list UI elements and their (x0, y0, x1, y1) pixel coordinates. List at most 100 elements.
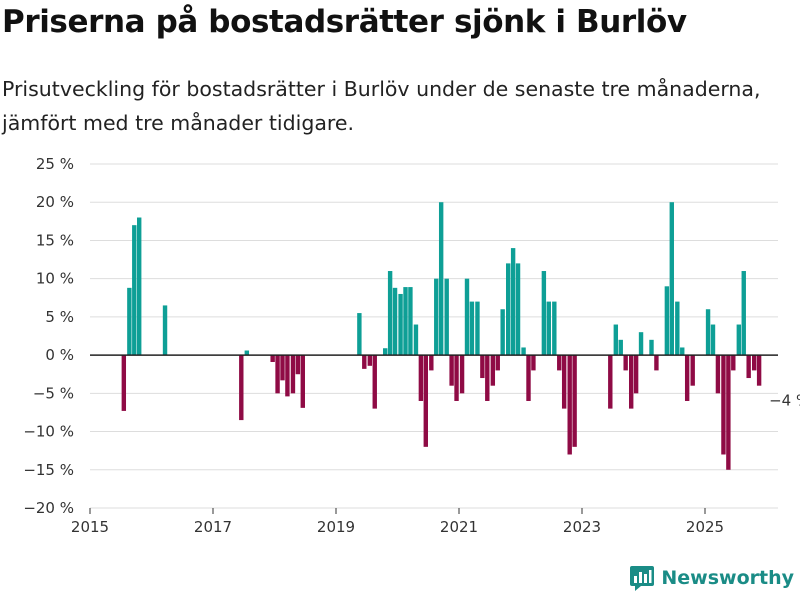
bar (449, 355, 454, 386)
bar (669, 202, 674, 356)
y-tick-label: 0 % (45, 346, 74, 364)
grid-lines (90, 163, 778, 509)
bar (705, 309, 711, 356)
bar (690, 355, 695, 386)
page-title: Priserna på bostadsrätter sjönk i Burlöv (2, 4, 687, 40)
brand-logo[interactable]: Newsworthy (629, 564, 794, 592)
bar (285, 355, 290, 397)
bar (756, 355, 762, 386)
y-tick-label: −5 % (33, 384, 74, 402)
bar (387, 271, 393, 356)
bar (721, 355, 726, 455)
bar (684, 355, 690, 401)
bar (132, 225, 137, 356)
bar (392, 287, 398, 356)
bar (362, 355, 367, 369)
bar (680, 347, 685, 356)
bar (423, 355, 428, 447)
bar (485, 355, 490, 401)
last-value-label: −4 % (769, 392, 800, 410)
bar (413, 324, 419, 356)
bar (546, 301, 551, 356)
bar (552, 301, 557, 356)
annotations: −4 % (769, 392, 800, 410)
y-tick-label: 10 % (36, 270, 74, 288)
x-tick-label: 2023 (563, 518, 601, 536)
newsworthy-logo-icon (630, 566, 655, 591)
bar (127, 287, 132, 356)
bar (275, 355, 280, 394)
bar (495, 355, 500, 371)
bar (710, 324, 716, 356)
bar (383, 348, 388, 356)
bar (459, 355, 465, 394)
y-tick-label: 5 % (45, 308, 74, 326)
bar (438, 202, 444, 356)
bar (444, 278, 449, 356)
x-tick-label: 2019 (317, 518, 355, 536)
bar (290, 355, 296, 394)
bar (567, 355, 572, 455)
brand-name: Newsworthy (661, 567, 794, 589)
bar (300, 355, 305, 408)
bar (521, 347, 526, 356)
x-tick-label: 2021 (440, 518, 478, 536)
bar (664, 286, 670, 356)
bar (357, 313, 362, 356)
bar (515, 263, 521, 356)
bar (162, 305, 168, 356)
bar (270, 355, 275, 362)
bar (121, 355, 127, 411)
bar (244, 350, 250, 356)
y-tick-label: 15 % (36, 231, 74, 249)
bar (434, 278, 439, 356)
bar (623, 355, 628, 371)
bar (726, 355, 731, 470)
bar (746, 355, 751, 379)
bar (613, 324, 619, 356)
bar (629, 355, 634, 409)
y-tick-label: 25 % (36, 155, 74, 173)
y-tick-label: −10 % (23, 423, 74, 441)
bar (608, 355, 613, 409)
y-tick-label: −15 % (23, 461, 74, 479)
bar (398, 293, 403, 356)
bar (741, 271, 746, 356)
bar (429, 355, 434, 371)
bar (372, 355, 377, 409)
bar (239, 355, 244, 421)
x-tick-label: 2025 (686, 518, 724, 536)
bar (557, 355, 562, 371)
bar (541, 271, 547, 356)
y-tick-label: 20 % (36, 193, 74, 211)
bar (675, 301, 680, 356)
bar (510, 248, 516, 356)
bar (490, 355, 496, 386)
x-axis-ticks: 2015 2017 2019 2021 2023 2025 (71, 508, 724, 536)
bar (649, 339, 654, 356)
bar (418, 355, 424, 401)
bar (408, 287, 413, 356)
bar (280, 355, 285, 381)
bar (464, 278, 470, 356)
y-axis-ticks: −20 % −15 % −10 % −5 % 0 % 5 % 10 % 15 % 20 % 25 … (23, 155, 74, 517)
bar (618, 339, 623, 356)
bar (736, 324, 742, 356)
y-tick-label: −20 % (23, 499, 74, 517)
x-tick-label: 2015 (71, 518, 109, 536)
bar (633, 355, 639, 394)
bar (572, 355, 577, 447)
bar (367, 355, 373, 366)
bar (752, 355, 757, 371)
bar (469, 301, 475, 356)
bar (454, 355, 459, 401)
bar (715, 355, 721, 394)
bar-series (121, 202, 762, 470)
bar (654, 355, 659, 371)
x-tick-label: 2017 (194, 518, 232, 536)
bar (731, 355, 736, 371)
bar (531, 355, 536, 371)
bar (480, 355, 485, 379)
bar (403, 287, 408, 356)
